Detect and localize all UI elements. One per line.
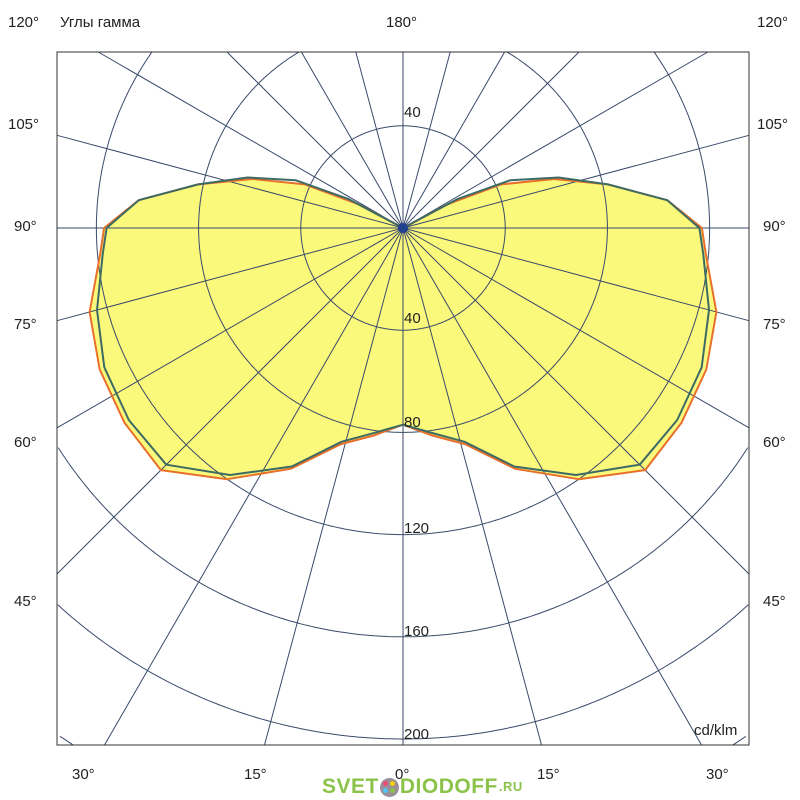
grid-spoke-330 bbox=[104, 227, 404, 746]
angle-label-top-center: 180° bbox=[386, 14, 418, 31]
grid-ring-160 bbox=[57, 447, 749, 638]
grid-ring-80 bbox=[198, 51, 608, 433]
grid-spoke-240 bbox=[97, 51, 404, 229]
grid-spoke-75 bbox=[402, 227, 750, 322]
angle-label-bottom-15-left: 15° bbox=[244, 766, 267, 783]
grid-spoke-195 bbox=[355, 51, 404, 229]
angle-label-left-105: 105° bbox=[8, 116, 40, 133]
grid-spoke-120 bbox=[402, 51, 709, 229]
grid-spoke-150 bbox=[402, 51, 506, 229]
angle-label-right-45: 45° bbox=[763, 593, 786, 610]
unit-label: cd/klm bbox=[694, 722, 738, 739]
grid-spoke-30 bbox=[402, 227, 702, 746]
svetodiodoff-logo: SVET DIODOFF .RU bbox=[322, 776, 523, 798]
logo-suffix: .RU bbox=[498, 779, 523, 794]
angle-label-left-75: 75° bbox=[14, 316, 37, 333]
grid-spoke-210 bbox=[300, 51, 404, 229]
center-point bbox=[398, 223, 408, 233]
angle-label-top-left: 120° bbox=[8, 14, 40, 31]
ring-label-80: 80 bbox=[404, 414, 421, 431]
angle-label-right-105: 105° bbox=[757, 116, 789, 133]
ring-label-40-upper: 40 bbox=[404, 104, 421, 121]
logo-text-2: DIODOFF bbox=[399, 775, 498, 798]
angle-label-bottom-30-right: 30° bbox=[706, 766, 729, 783]
angle-label-bottom-15-right: 15° bbox=[537, 766, 560, 783]
grid-spoke-15 bbox=[402, 227, 542, 746]
ring-label-40: 40 bbox=[404, 310, 421, 327]
angle-label-bottom-0: 0° bbox=[395, 766, 410, 783]
grid-spoke-300 bbox=[56, 227, 404, 429]
ring-label-120: 120 bbox=[404, 520, 430, 537]
angle-label-left-45: 45° bbox=[14, 593, 37, 610]
plot-frame bbox=[56, 51, 750, 746]
angle-label-bottom-30-left: 30° bbox=[72, 766, 95, 783]
grid-ring-120 bbox=[95, 51, 711, 536]
logo-text: SVET bbox=[322, 775, 379, 798]
ring-label-200: 200 bbox=[404, 726, 430, 743]
grid-spoke-285 bbox=[56, 227, 404, 322]
grid-ring-200 bbox=[57, 604, 749, 740]
chart-title: Углы гамма bbox=[60, 14, 141, 31]
grid-spoke-225 bbox=[226, 51, 404, 229]
angle-label-right-75: 75° bbox=[763, 316, 786, 333]
grid-ring-240 bbox=[59, 735, 747, 746]
angle-label-left-60: 60° bbox=[14, 434, 37, 451]
grid-spoke-165 bbox=[402, 51, 451, 229]
logo-diode-icon bbox=[379, 777, 399, 797]
grid-spoke-315 bbox=[56, 227, 404, 575]
angle-label-top-right: 120° bbox=[757, 14, 789, 31]
grid-spoke-135 bbox=[402, 51, 580, 229]
grid-spoke-45 bbox=[402, 227, 750, 575]
grid-spoke-345 bbox=[264, 227, 404, 746]
angle-label-left-90: 90° bbox=[14, 218, 37, 235]
grid-spoke-60 bbox=[402, 227, 750, 429]
ring-label-160: 160 bbox=[404, 623, 430, 640]
angle-label-right-60: 60° bbox=[763, 434, 786, 451]
angle-label-right-90: 90° bbox=[763, 218, 786, 235]
